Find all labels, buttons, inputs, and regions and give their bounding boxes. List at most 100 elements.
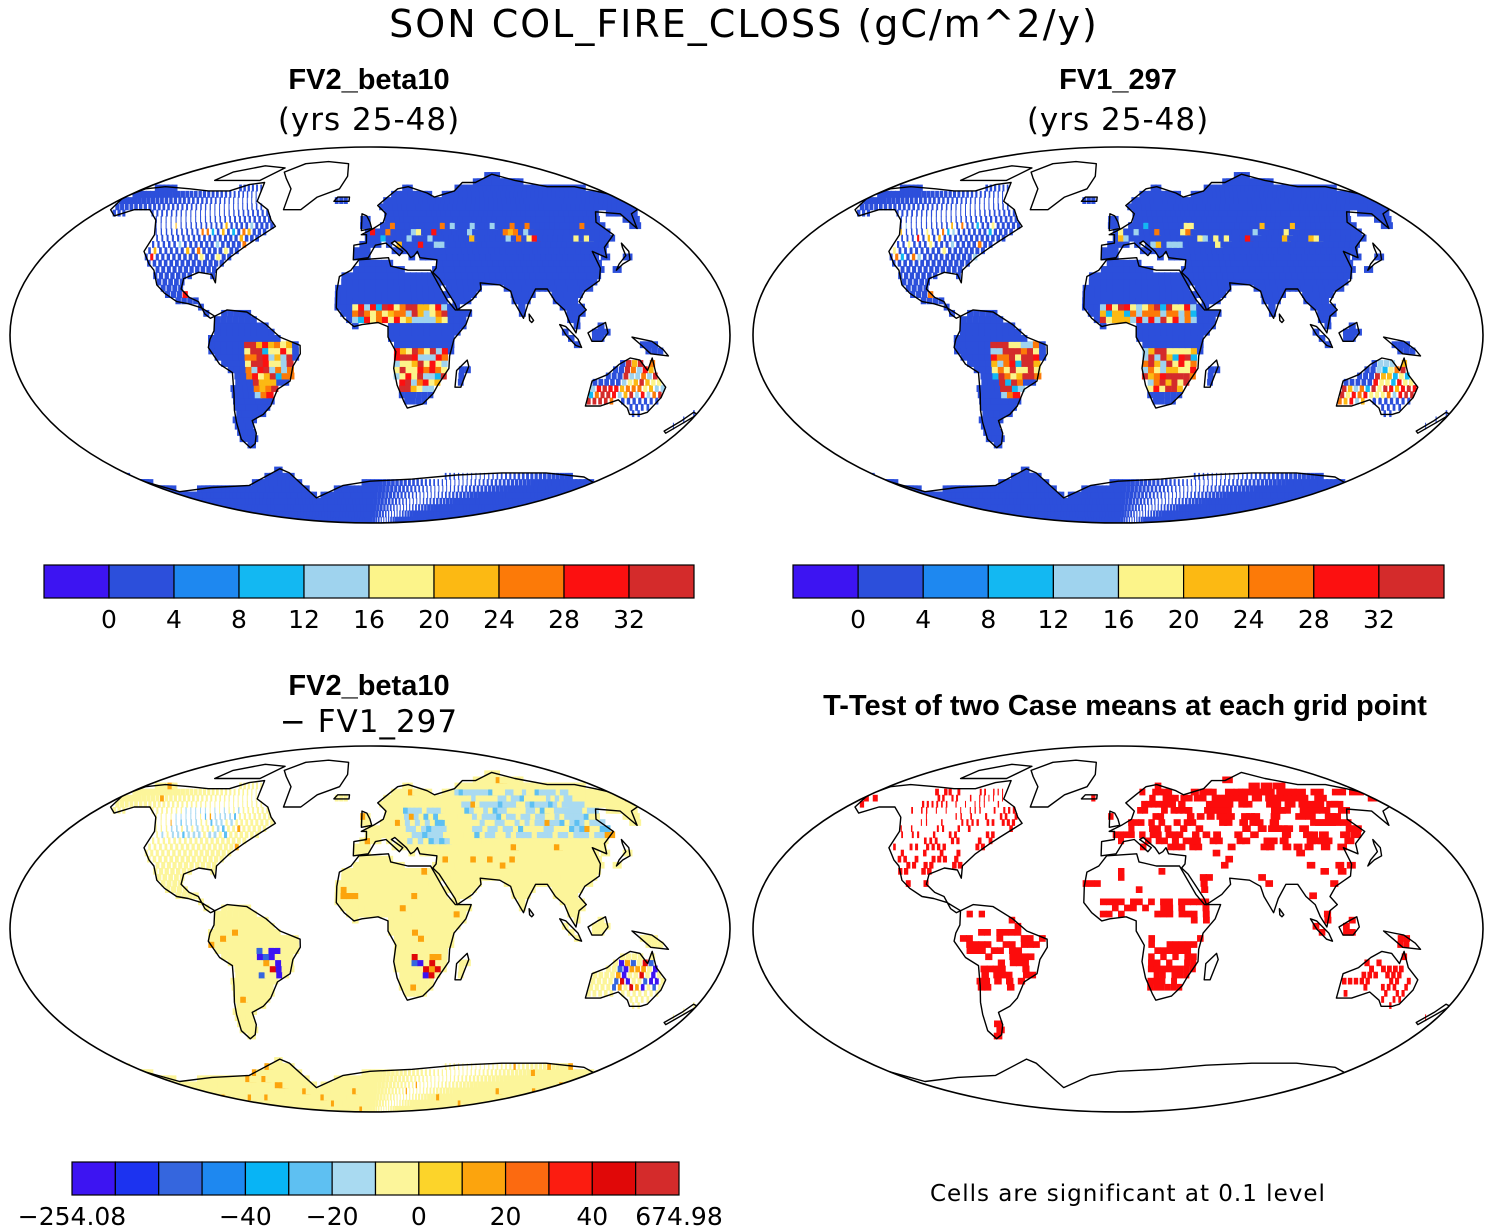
grid-cell bbox=[173, 497, 193, 505]
grid-cell bbox=[1208, 309, 1216, 317]
grid-cell bbox=[399, 341, 407, 349]
grid-cell bbox=[1234, 234, 1243, 242]
grid-cell bbox=[435, 360, 442, 367]
grid-cell bbox=[330, 497, 338, 505]
grid-cell bbox=[1105, 485, 1111, 493]
grid-cell bbox=[1355, 397, 1359, 405]
grid-cell bbox=[1171, 197, 1179, 204]
grid-cell bbox=[978, 228, 982, 236]
grid-cell bbox=[167, 241, 171, 248]
grid-cell bbox=[534, 479, 540, 486]
grid-cell bbox=[441, 479, 444, 486]
grid-cell bbox=[340, 303, 347, 311]
grid-cell bbox=[454, 222, 463, 230]
grid-cell bbox=[237, 429, 246, 436]
grid-cell bbox=[364, 253, 371, 261]
grid-cell bbox=[419, 497, 421, 505]
grid-cell bbox=[251, 197, 253, 204]
grid-cell bbox=[1268, 510, 1287, 518]
grid-cell bbox=[136, 485, 154, 493]
grid-cell bbox=[1170, 234, 1178, 242]
grid-cell bbox=[393, 353, 401, 361]
grid-cell bbox=[449, 222, 458, 230]
grid-cell bbox=[1345, 485, 1356, 493]
grid-cell bbox=[609, 397, 614, 405]
grid-cell bbox=[1294, 222, 1305, 230]
grid-cell bbox=[406, 184, 413, 192]
grid-cell bbox=[548, 485, 556, 493]
grid-cell bbox=[411, 322, 419, 330]
grid-cell bbox=[1150, 241, 1157, 248]
grid-cell bbox=[1168, 253, 1176, 261]
grid-cell bbox=[1169, 228, 1177, 236]
grid-cell bbox=[400, 491, 403, 499]
grid-cell bbox=[982, 385, 991, 392]
grid-cell bbox=[493, 516, 515, 523]
grid-cell bbox=[1244, 222, 1254, 230]
grid-cell bbox=[552, 272, 561, 280]
grid-cell bbox=[511, 297, 519, 305]
grid-cell bbox=[1100, 272, 1107, 280]
grid-cell bbox=[471, 266, 480, 273]
grid-cell bbox=[942, 259, 947, 267]
grid-cell bbox=[185, 222, 187, 230]
grid-cell bbox=[1194, 491, 1196, 499]
grid-cell bbox=[383, 197, 389, 204]
grid-cell bbox=[972, 335, 979, 342]
grid-cell bbox=[1220, 266, 1229, 273]
grid-cell bbox=[533, 266, 542, 273]
grid-cell bbox=[577, 491, 588, 499]
grid-cell bbox=[457, 284, 465, 292]
grid-cell bbox=[469, 209, 478, 217]
grid-cell bbox=[1153, 297, 1161, 305]
grid-cell bbox=[909, 272, 915, 280]
grid-cell bbox=[215, 222, 218, 230]
grid-cell bbox=[1096, 497, 1102, 505]
grid-cell bbox=[911, 209, 913, 217]
grid-cell bbox=[1324, 341, 1332, 349]
grid-cell bbox=[1268, 309, 1277, 317]
grid-cell bbox=[624, 209, 638, 217]
grid-cell bbox=[518, 485, 524, 493]
grid-cell bbox=[1374, 253, 1385, 261]
grid-cell bbox=[911, 234, 914, 242]
grid-cell bbox=[172, 266, 177, 273]
grid-cell bbox=[492, 228, 501, 236]
grid-cell bbox=[505, 510, 521, 518]
grid-cell bbox=[586, 247, 596, 255]
grid-cell bbox=[257, 372, 266, 380]
grid-cell bbox=[406, 504, 408, 512]
grid-cell bbox=[1094, 297, 1101, 305]
grid-cell bbox=[1186, 215, 1195, 223]
grid-cell bbox=[621, 397, 625, 405]
grid-cell bbox=[947, 247, 952, 255]
grid-cell bbox=[921, 228, 923, 236]
grid-cell bbox=[1160, 309, 1168, 317]
grid-cell bbox=[232, 328, 239, 336]
grid-cell bbox=[580, 247, 591, 255]
grid-cell bbox=[417, 297, 424, 305]
grid-cell bbox=[920, 259, 925, 267]
grid-cell bbox=[937, 247, 941, 255]
grid-cell bbox=[1252, 479, 1256, 486]
grid-cell bbox=[421, 397, 428, 405]
grid-cell bbox=[975, 190, 978, 198]
grid-cell bbox=[544, 284, 553, 292]
grid-cell bbox=[381, 266, 388, 273]
grid-cell bbox=[1281, 234, 1292, 242]
grid-cell bbox=[400, 197, 408, 204]
grid-cell bbox=[469, 497, 475, 505]
grid-cell bbox=[1232, 209, 1242, 217]
grid-cell bbox=[636, 366, 642, 374]
grid-cell bbox=[181, 297, 187, 305]
grid-cell bbox=[967, 228, 971, 236]
grid-cell bbox=[436, 228, 444, 236]
grid-cell bbox=[206, 228, 209, 236]
grid-cell bbox=[381, 309, 389, 317]
grid-cell bbox=[444, 222, 453, 230]
grid-cell bbox=[1184, 303, 1192, 311]
grid-cell bbox=[591, 328, 599, 336]
grid-cell bbox=[1139, 190, 1146, 198]
grid-cell bbox=[630, 366, 636, 374]
grid-cell bbox=[541, 504, 556, 512]
